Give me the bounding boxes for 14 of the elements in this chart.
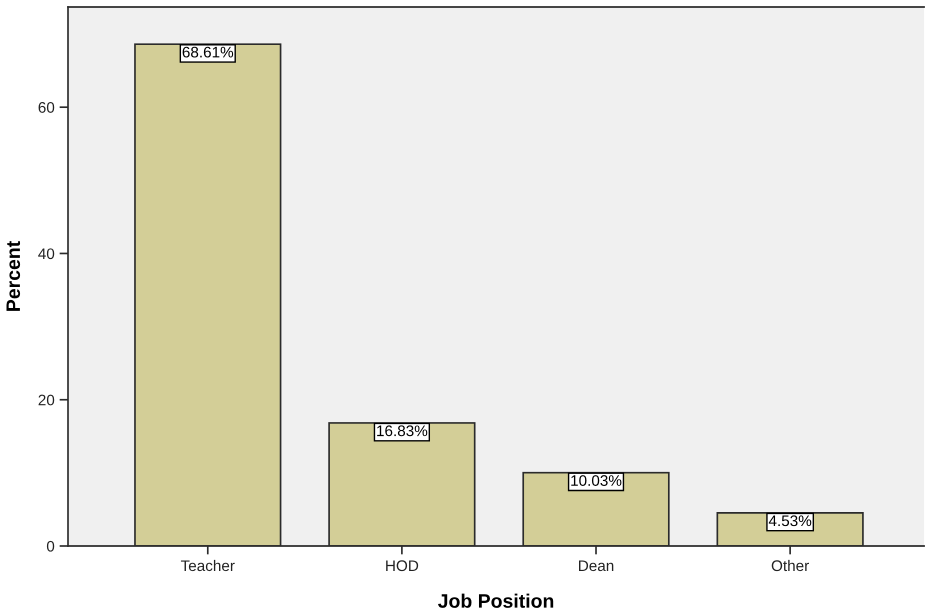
- data-label: 16.83%: [377, 425, 428, 436]
- x-tick-label: Teacher: [180, 560, 235, 572]
- x-tick-label: Other: [772, 560, 809, 572]
- x-tick-label: HOD: [386, 560, 418, 572]
- y-tick-label: 40: [38, 248, 54, 260]
- x-tick-label: Dean: [579, 560, 614, 572]
- x-axis-title: Job Position: [438, 594, 554, 608]
- data-label: 4.53%: [768, 515, 812, 526]
- data-label: 68.61%: [182, 46, 234, 58]
- y-tick-label: 60: [38, 102, 54, 113]
- y-tick-label: 0: [46, 540, 54, 552]
- y-axis-title: Percent: [6, 241, 20, 311]
- data-label: 10.03%: [571, 475, 622, 486]
- y-tick-label: 20: [38, 394, 54, 406]
